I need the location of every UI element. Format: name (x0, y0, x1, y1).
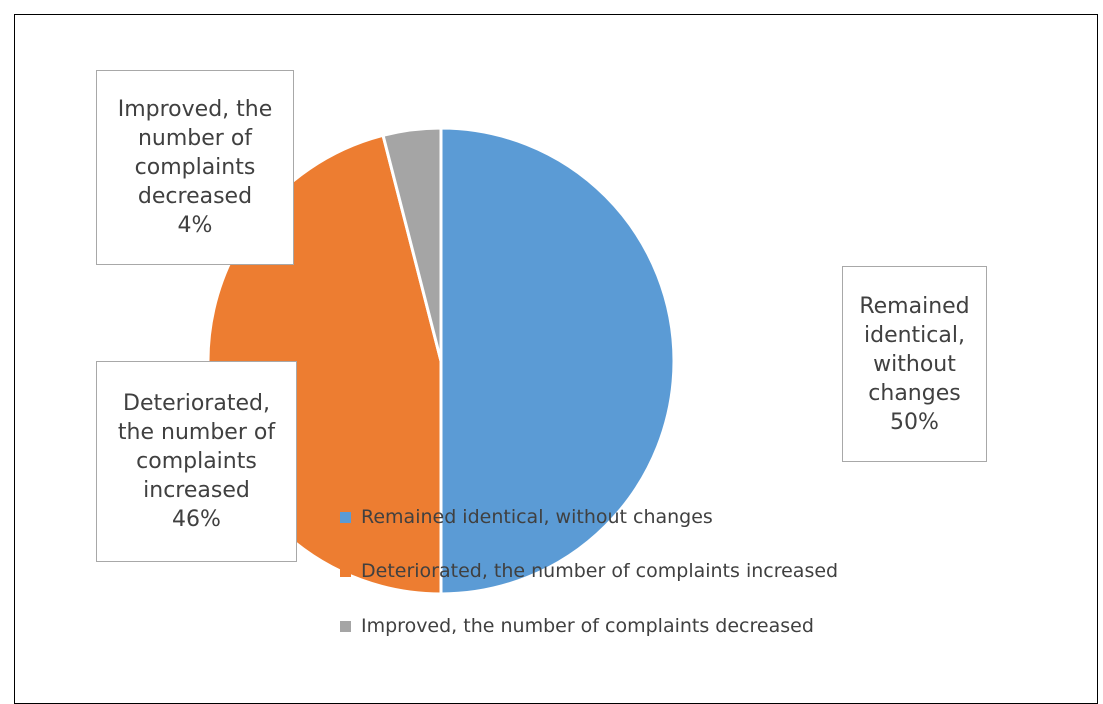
data-label-improved-the-number-of-complaints-decreased: Improved, the number of complaints decrease… (96, 70, 294, 265)
data-label-text-line: number of (137, 126, 253, 151)
data-label-percent: 4% (177, 213, 213, 238)
data-label-text-line: increased (143, 478, 250, 503)
pie-chart (206, 126, 676, 596)
data-label-text-line: Improved, the (117, 97, 273, 122)
data-label-text-line: without (873, 351, 956, 377)
data-label-text-line: complaints (136, 449, 257, 474)
legend-item-deteriorated-the-number-of-complaints-increased: Deteriorated, the number of complaints i… (340, 558, 838, 584)
legend-swatch (340, 511, 351, 523)
legend-label: Deteriorated, the number of complaints i… (361, 560, 839, 582)
data-label-text-line: decreased (137, 184, 253, 209)
data-label-percent: 50% (890, 409, 939, 435)
pie-slice-improved-the-number-of-complaints-decreased (381, 126, 443, 363)
data-label-text-line: the number of (117, 420, 276, 445)
data-label-text-line: changes (868, 380, 961, 406)
legend-swatch (340, 620, 351, 632)
data-label-text-line: Remained (859, 293, 970, 319)
data-label-percent: 46% (172, 507, 221, 532)
legend-item-improved-the-number-of-complaints-decreased: Improved, the number of complaints decre… (340, 613, 814, 639)
data-label-remained-identical-without-changes: Remained identical, without changes 50% (842, 266, 987, 462)
data-label-text-line: Deteriorated, (123, 391, 270, 416)
legend-item-remained-identical-without-changes: Remained identical, without changes (340, 504, 713, 530)
data-label-deteriorated-the-number-of-complaints-increased: Deteriorated, the number of complaints incr… (96, 361, 297, 562)
data-label-text-line: complaints (134, 155, 256, 180)
legend-swatch (340, 565, 351, 577)
pie-slice-remained-identical-without-changes (439, 126, 676, 596)
data-label-text-line: identical, (864, 322, 965, 348)
legend-label: Remained identical, without changes (361, 506, 713, 528)
legend-label: Improved, the number of complaints decre… (361, 615, 814, 637)
